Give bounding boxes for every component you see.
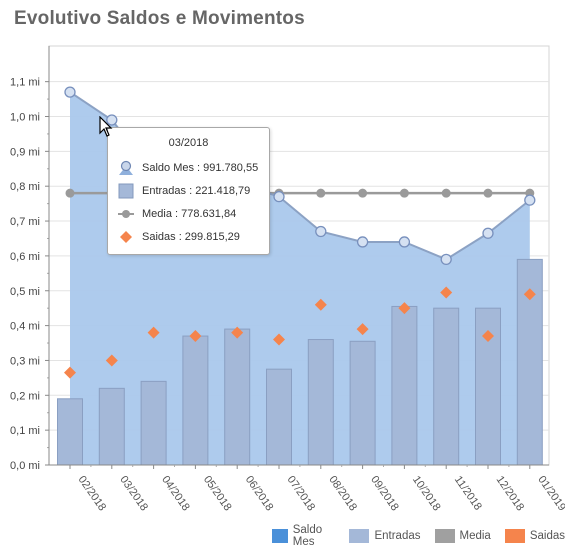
saidas-point: [64, 366, 76, 379]
media-point: [399, 188, 409, 198]
tooltip: 03/2018 Saldo Mes : 991.780,55 Entradas …: [107, 127, 270, 255]
mouse-cursor-icon: [99, 116, 113, 137]
y-tick-label: 0,2 mi: [10, 390, 40, 402]
saldo-point: [356, 236, 369, 248]
entradas-bar: [349, 340, 376, 466]
saidas-points: [64, 286, 536, 379]
x-tick-label: 08/2018: [326, 474, 359, 513]
legend-label-saldo: Saldo Mes: [292, 524, 323, 548]
y-tick-label: 0,8 mi: [10, 181, 40, 193]
saidas-point: [273, 333, 285, 346]
x-tick-label: 10/2018: [410, 474, 443, 513]
tooltip-header: 03/2018: [168, 137, 209, 149]
legend-swatch-media: [434, 529, 455, 543]
media-point: [316, 188, 326, 198]
y-tick-label: 0,3 mi: [10, 355, 40, 367]
entradas-bar: [391, 305, 418, 466]
legend-label-saidas: Saidas: [529, 530, 565, 542]
y-tick-label: 0,7 mi: [10, 216, 40, 228]
legend-item-entradas[interactable]: Entradas: [349, 529, 421, 543]
y-tick-label: 1,0 mi: [10, 112, 40, 124]
y-tick-labels: 0,0 mi 0,1 mi 0,2 mi 0,3 mi 0,4 mi 0,5 mi 0,6 …: [10, 77, 40, 472]
entradas-bars: [57, 258, 543, 466]
x-tick-label: 11/2018: [452, 474, 484, 513]
entradas-bar: [140, 380, 167, 466]
x-tick-label: 12/2018: [494, 474, 527, 513]
media-point: [483, 188, 493, 198]
x-tick-label: 05/2018: [201, 474, 234, 513]
saidas-point: [314, 298, 327, 311]
y-tick-label: 0,0 mi: [10, 460, 40, 472]
saldo-point: [106, 114, 118, 126]
tooltip-saldo-text: Saldo Mes : 991.780,55: [142, 162, 259, 174]
y-tick-label: 1,1 mi: [10, 77, 40, 89]
legend-item-media[interactable]: Media: [434, 529, 491, 543]
x-tick-label: 02/2018: [76, 474, 109, 513]
saidas-point: [189, 330, 202, 343]
x-tick-label: 03/2018: [117, 474, 150, 513]
saldo-point: [273, 191, 285, 203]
axes: [45, 46, 549, 469]
line-dot-icon: [118, 206, 134, 222]
saidas-point: [147, 326, 160, 339]
tooltip-saidas-text: Saidas : 299.815,29: [142, 231, 240, 243]
media-point: [441, 188, 451, 198]
legend-swatch-saldo: [272, 529, 288, 543]
legend-label-entradas: Entradas: [374, 530, 421, 542]
diamond-icon: [118, 229, 134, 245]
saidas-point: [105, 354, 118, 367]
bar-swatch-icon: [118, 183, 134, 199]
y-tick-label: 0,6 mi: [10, 251, 40, 263]
y-tick-label: 0,9 mi: [10, 146, 40, 158]
saidas-point: [482, 330, 494, 343]
x-tick-label: 01/2019: [535, 474, 565, 513]
saidas-point: [523, 288, 536, 301]
entradas-bar: [224, 328, 251, 466]
legend-label-media: Media: [459, 530, 491, 542]
tooltip-row-entradas: Entradas : 221.418,79: [118, 183, 250, 199]
entradas-bar: [433, 307, 460, 466]
entradas-bar: [98, 387, 125, 466]
tooltip-entradas-text: Entradas : 221.418,79: [142, 185, 251, 197]
tooltip-row-saidas: Saidas : 299.815,29: [118, 229, 240, 245]
y-tick-label: 0,5 mi: [10, 286, 40, 298]
x-tick-label: 07/2018: [285, 474, 318, 513]
legend-swatch-entradas: [349, 529, 370, 543]
saldo-point: [524, 194, 536, 206]
x-tick-label: 09/2018: [368, 474, 401, 513]
saldo-point: [440, 253, 452, 266]
saidas-point: [356, 323, 369, 336]
entradas-bar: [266, 368, 292, 466]
legend-swatch-saidas: [504, 529, 525, 543]
tooltip-media-text: Media : 778.631,84: [142, 208, 237, 220]
entradas-bar: [307, 339, 334, 466]
x-tick-label: 06/2018: [243, 474, 276, 513]
saidas-point: [440, 286, 453, 299]
saldo-point: [64, 86, 76, 98]
entradas-bar: [182, 335, 209, 466]
saldo-point: [315, 225, 327, 238]
chart-title: Evolutivo Saldos e Movimentos: [14, 8, 305, 29]
x-tick-label: 04/2018: [159, 474, 192, 513]
tooltip-row-media: Media : 778.631,84: [118, 206, 236, 222]
entradas-bar: [57, 398, 83, 466]
tooltip-row-saldo: Saldo Mes : 991.780,55: [118, 160, 258, 176]
legend-item-saldo[interactable]: Saldo Mes: [272, 524, 335, 548]
y-tick-label: 0,1 mi: [10, 425, 40, 437]
y-tick-label: 0,4 mi: [10, 321, 40, 333]
saidas-point: [231, 326, 244, 339]
legend-item-saidas[interactable]: Saidas: [504, 529, 565, 543]
area-marker-icon: [118, 160, 134, 176]
media-point: [358, 188, 368, 198]
legend: Saldo Mes Entradas Media Saidas: [272, 524, 565, 548]
media-point: [65, 188, 75, 198]
x-tick-labels: 02/2018 03/2018 04/2018 05/2018 06/2018 07/20…: [76, 474, 565, 513]
saidas-point: [398, 302, 411, 315]
saldo-point: [482, 227, 494, 239]
saldo-point: [398, 236, 411, 248]
